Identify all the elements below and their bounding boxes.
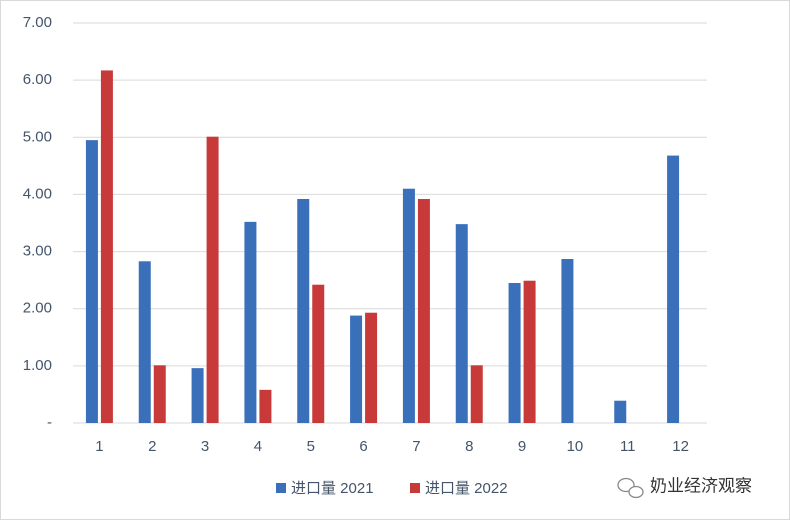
bar <box>138 261 151 423</box>
x-tick-label: 3 <box>201 438 209 455</box>
bar <box>191 368 204 423</box>
bar <box>365 312 378 423</box>
y-tick-label: 1.00 <box>23 357 52 374</box>
bar <box>350 315 363 423</box>
y-tick-label: 2.00 <box>23 300 52 317</box>
bar <box>244 221 257 423</box>
x-tick-label: 11 <box>620 438 636 455</box>
x-tick-label: 1 <box>95 438 103 455</box>
bar <box>85 140 98 423</box>
bar <box>470 365 483 423</box>
x-tick-label: 2 <box>148 438 156 455</box>
bar <box>614 400 627 423</box>
bar <box>455 224 468 423</box>
bar <box>667 155 680 424</box>
x-tick-label: 4 <box>254 438 262 455</box>
y-tick-label: - <box>47 414 52 431</box>
legend-label: 进口量 2021 <box>291 480 374 497</box>
bar <box>206 136 219 423</box>
legend-swatch <box>410 483 420 493</box>
bar <box>153 365 166 423</box>
watermark-icon <box>617 477 644 499</box>
watermark: 奶业经济观察 <box>650 476 752 495</box>
x-tick-label: 5 <box>307 438 315 455</box>
bar <box>508 283 521 423</box>
y-tick-label: 4.00 <box>23 185 52 202</box>
y-tick-label: 6.00 <box>23 71 52 88</box>
bar <box>523 280 536 423</box>
bar <box>297 199 310 423</box>
bar <box>561 259 574 423</box>
bar <box>417 199 430 423</box>
bar <box>100 70 113 423</box>
x-tick-label: 6 <box>359 438 367 455</box>
x-tick-label: 7 <box>412 438 420 455</box>
y-tick-label: 5.00 <box>23 128 52 145</box>
x-tick-label: 9 <box>518 438 526 455</box>
y-tick-label: 7.00 <box>23 14 52 31</box>
bar <box>402 188 415 423</box>
legend-label: 进口量 2022 <box>425 480 508 497</box>
x-tick-label: 8 <box>465 438 473 455</box>
y-tick-label: 3.00 <box>23 243 52 260</box>
bar <box>259 389 272 423</box>
x-tick-label: 12 <box>672 438 689 455</box>
x-tick-label: 10 <box>567 438 584 455</box>
bar <box>312 284 325 423</box>
legend-swatch <box>276 483 286 493</box>
